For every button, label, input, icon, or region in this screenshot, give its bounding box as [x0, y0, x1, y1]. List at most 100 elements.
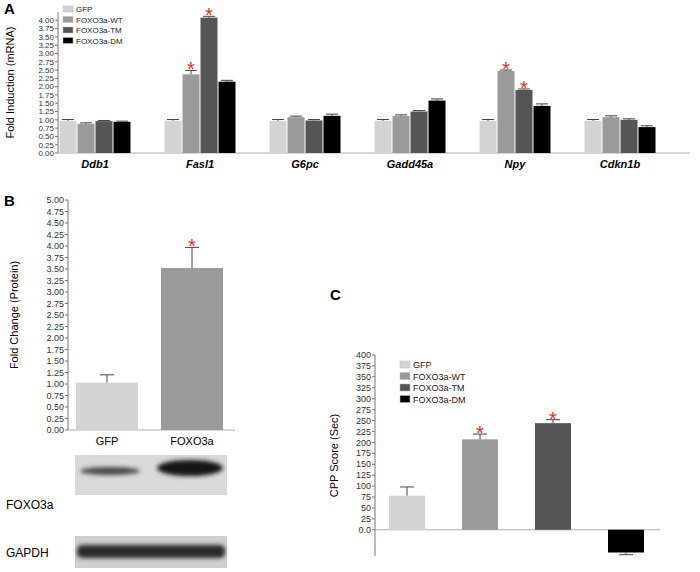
bar	[621, 120, 638, 153]
blot-band	[80, 467, 140, 475]
blot-band	[157, 460, 223, 476]
y-axis	[375, 355, 376, 556]
error-bar	[221, 80, 233, 81]
y-tick	[65, 395, 68, 396]
error-bar	[167, 119, 179, 120]
y-tick-label: 1.75	[38, 91, 54, 100]
panel: C0.0255075100125150175200225250275300325…	[328, 286, 660, 556]
panel: A0.000.250.500.751.001.251.501.752.002.2…	[4, 0, 690, 170]
blot-label: GAPDH	[6, 546, 49, 560]
y-tick	[372, 365, 375, 366]
y-tick-label: 2.75	[38, 58, 54, 67]
error-bar	[619, 553, 633, 555]
y-tick	[55, 128, 58, 129]
bar	[639, 127, 656, 153]
legend: GFPFOXO3a-WTFOXO3a-TMFOXO3a-DM	[63, 5, 123, 46]
y-tick-label: 50	[361, 503, 371, 513]
y-tick	[55, 36, 58, 37]
legend-swatch	[63, 27, 73, 33]
y-tick-label: 3.75	[38, 24, 54, 33]
significance-mark: *	[188, 235, 196, 257]
y-tick-label: 4.00	[38, 16, 54, 25]
bars	[389, 423, 644, 552]
y-tick-label: 1.25	[46, 368, 64, 378]
y-tick	[55, 103, 58, 104]
y-tick	[55, 45, 58, 46]
legend-label: GFP	[413, 360, 432, 370]
y-tick	[372, 464, 375, 465]
y-tick	[55, 144, 58, 145]
y-tick	[372, 431, 375, 432]
y-tick-label: 375	[356, 361, 371, 371]
blot-label: FOXO3a	[6, 498, 54, 512]
bar	[165, 121, 182, 153]
error-bar	[413, 110, 425, 112]
error-bar	[482, 119, 494, 120]
y-tick	[372, 387, 375, 388]
y-tick-label: 2.50	[38, 66, 54, 75]
panel-letter: B	[4, 192, 15, 209]
y-tick-label: 0.0	[358, 525, 371, 535]
error-bar	[605, 116, 617, 117]
significance-mark: *	[549, 408, 557, 430]
y-tick	[65, 303, 68, 304]
y-tick	[55, 136, 58, 137]
y-tick-label: 0.00	[38, 149, 54, 158]
y-tick-label: 3.50	[38, 33, 54, 42]
legend-label: FOXO3a-DM	[413, 395, 466, 405]
y-tick-label: 2.25	[46, 322, 64, 332]
error-bar	[308, 119, 320, 121]
significance-mark: *	[476, 422, 484, 444]
error-bar	[623, 118, 635, 120]
y-tick	[65, 211, 68, 212]
legend-label: FOXO3a-TM	[76, 26, 122, 35]
error-bar	[400, 487, 414, 496]
y-tick	[65, 407, 68, 408]
y-tick-label: 0.75	[38, 124, 54, 133]
y-tick-label: 250	[356, 416, 371, 426]
bar	[201, 18, 218, 153]
y-tick-label: 3.25	[46, 276, 64, 286]
error-bar	[272, 119, 284, 120]
y-tick-label: 5.00	[46, 195, 64, 205]
error-bar	[326, 114, 338, 116]
error-bar	[62, 119, 74, 120]
y-tick-label: 0.25	[46, 414, 64, 424]
y-tick	[65, 257, 68, 258]
y-tick	[65, 246, 68, 247]
bar	[76, 383, 138, 430]
blot-strip	[75, 536, 227, 568]
x-tick-label: Cdkn1b	[600, 158, 641, 170]
y-tick-label: 150	[356, 459, 371, 469]
panel-letter: C	[330, 286, 341, 303]
bar	[429, 101, 446, 153]
bar	[114, 122, 131, 153]
y-tick-label: 125	[356, 470, 371, 480]
y-tick	[372, 518, 375, 519]
legend-swatch	[400, 384, 410, 391]
y-tick-label: 1.00	[46, 379, 64, 389]
y-tick-label: 350	[356, 372, 371, 382]
bar	[161, 268, 223, 430]
bar	[78, 124, 95, 153]
bar	[603, 117, 620, 153]
y-tick	[65, 280, 68, 281]
y-tick	[372, 529, 375, 530]
x-tick-label: Gadd45a	[387, 158, 433, 170]
y-tick	[65, 223, 68, 224]
y-tick-label: 0.00	[46, 425, 64, 435]
y-tick	[65, 361, 68, 362]
y-tick	[55, 70, 58, 71]
y-tick-label: 1.50	[38, 99, 54, 108]
y-tick	[55, 86, 58, 87]
error-bar	[431, 99, 443, 101]
x-tick-label: GFP	[96, 435, 119, 447]
legend-swatch	[63, 17, 73, 23]
panel-letter: A	[4, 0, 15, 17]
bar	[608, 530, 644, 553]
y-tick-label: 2.00	[38, 82, 54, 91]
y-tick-label: 3.00	[38, 49, 54, 58]
legend-label: FOXO3a-WT	[76, 16, 123, 25]
figure: A0.000.250.500.751.001.251.501.752.002.2…	[0, 0, 700, 572]
blot-strip	[75, 455, 227, 495]
